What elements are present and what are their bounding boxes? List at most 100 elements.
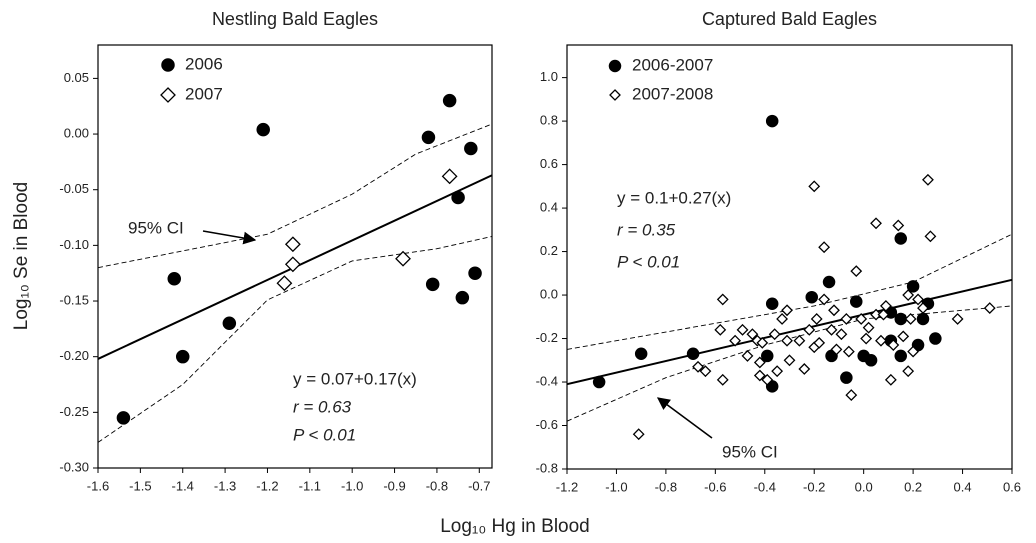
- point: [753, 369, 766, 382]
- x-tick-label: -0.4: [754, 479, 776, 494]
- point: [781, 334, 793, 347]
- point: [864, 354, 878, 367]
- legend-label: 2007: [185, 84, 223, 103]
- annotation-arrow: [656, 397, 713, 439]
- point: [692, 360, 704, 373]
- point: [840, 371, 853, 384]
- x-tick-label: -0.9: [383, 478, 405, 493]
- point: [592, 375, 606, 389]
- point: [875, 334, 887, 347]
- y-axis-label: Log₁₀ Se in Blood: [11, 182, 32, 330]
- y-tick-label: 0.0: [540, 286, 558, 301]
- annotation: 95% CI: [722, 442, 778, 461]
- point: [756, 336, 769, 349]
- x-tick-label: -0.6: [704, 479, 726, 494]
- y-tick-label: -0.2: [536, 330, 558, 345]
- x-tick-label: -1.4: [172, 478, 194, 493]
- y-tick-label: -0.10: [59, 237, 89, 252]
- point: [395, 250, 411, 267]
- point: [634, 347, 648, 361]
- point: [714, 323, 727, 336]
- y-tick-label: 0.00: [64, 125, 89, 140]
- point: [284, 236, 301, 253]
- legend-label: 2007-2008: [632, 84, 713, 103]
- x-axis-label: Log₁₀ Hg in Blood: [440, 516, 590, 537]
- point: [842, 345, 855, 358]
- point: [870, 217, 882, 230]
- annotation: P < 0.01: [617, 252, 680, 271]
- x-tick-label: 0.2: [904, 479, 922, 494]
- point: [917, 302, 929, 315]
- ci-line: [566, 233, 1013, 350]
- x-tick-label: 0.0: [855, 479, 873, 494]
- point: [741, 350, 754, 362]
- y-tick-label: 0.6: [540, 156, 558, 171]
- point: [897, 330, 910, 343]
- point: [894, 312, 907, 326]
- point: [825, 349, 838, 363]
- point: [716, 293, 729, 306]
- point: [911, 338, 925, 352]
- x-tick-label: -1.2: [556, 479, 578, 494]
- point: [929, 332, 942, 345]
- x-tick-label: 0.6: [1003, 479, 1021, 494]
- point: [825, 323, 838, 336]
- point: [855, 313, 868, 325]
- x-tick-label: -1.5: [129, 478, 151, 493]
- point: [906, 280, 920, 293]
- point: [716, 373, 729, 386]
- ci-line: [97, 123, 493, 269]
- point: [761, 349, 774, 363]
- point: [116, 411, 131, 425]
- point: [736, 323, 749, 336]
- annotation: y = 0.1+0.27(x): [617, 188, 731, 207]
- x-tick-label: -1.3: [214, 478, 236, 493]
- annotation: P < 0.01: [293, 425, 356, 444]
- point: [761, 373, 774, 386]
- point: [860, 332, 873, 345]
- y-tick-label: 0.2: [540, 243, 558, 258]
- x-tick-label: -0.8: [426, 478, 448, 493]
- legend-label: 2006: [185, 54, 223, 73]
- point: [746, 328, 759, 341]
- point: [765, 114, 779, 128]
- plot-frame: [97, 44, 493, 469]
- point: [845, 389, 858, 401]
- point: [894, 232, 907, 245]
- point: [902, 365, 915, 378]
- point: [632, 428, 645, 441]
- x-tick-label: -0.8: [655, 479, 677, 494]
- point: [768, 328, 781, 341]
- point: [808, 180, 821, 193]
- point: [765, 380, 779, 393]
- plot-frame: [566, 44, 1013, 470]
- legend-marker: [608, 59, 622, 73]
- point: [771, 365, 784, 378]
- point: [781, 304, 793, 317]
- point: [877, 308, 890, 321]
- point: [983, 302, 996, 315]
- point: [835, 328, 848, 341]
- x-tick-label: -1.1: [299, 478, 321, 493]
- point: [884, 373, 897, 386]
- point: [798, 363, 811, 375]
- point: [907, 345, 920, 358]
- point: [818, 241, 831, 254]
- x-tick-label: -1.0: [605, 479, 627, 494]
- point: [912, 293, 924, 306]
- point: [904, 313, 917, 325]
- point: [894, 349, 907, 363]
- x-tick-label: -1.0: [341, 478, 363, 493]
- x-tick-label: -1.2: [256, 478, 278, 493]
- point: [862, 321, 875, 334]
- point: [442, 93, 457, 108]
- y-tick-label: -0.05: [59, 181, 89, 196]
- point: [175, 349, 190, 364]
- annotation: y = 0.07+0.17(x): [293, 369, 417, 388]
- point: [455, 290, 470, 305]
- point: [765, 297, 779, 310]
- point: [451, 190, 465, 205]
- point: [421, 130, 436, 145]
- point: [441, 168, 458, 185]
- point: [803, 323, 816, 336]
